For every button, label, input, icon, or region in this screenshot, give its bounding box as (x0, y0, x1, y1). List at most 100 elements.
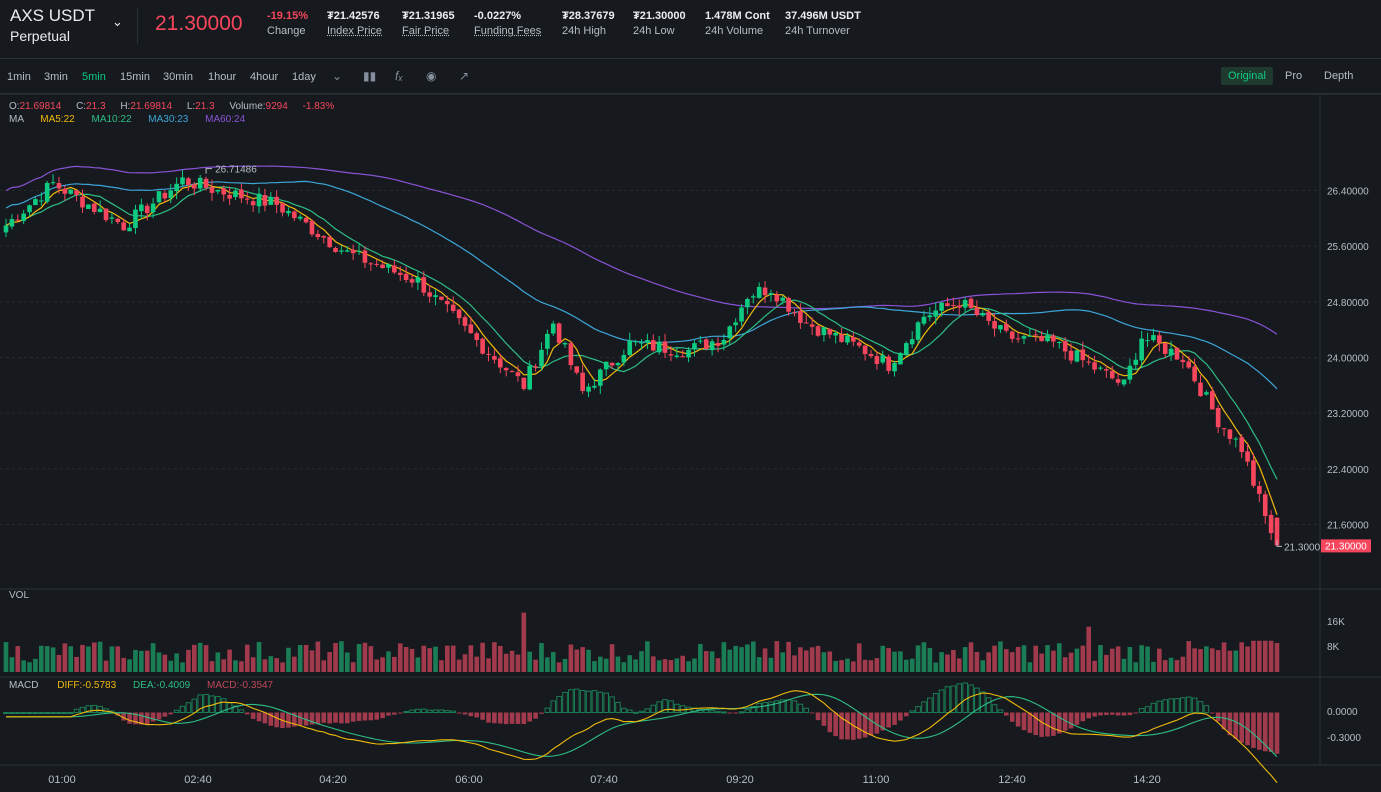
macd-bar (292, 712, 297, 727)
volume-bar (1257, 640, 1262, 672)
macd-bar (79, 706, 86, 714)
macd-bar (609, 696, 615, 713)
macd-bar (1121, 712, 1127, 716)
macd-bar (220, 698, 227, 713)
macd-bar (803, 707, 810, 714)
timeframe-3min[interactable]: 3min (44, 71, 68, 83)
volume-bar (786, 641, 791, 672)
volume-bar (1086, 626, 1092, 672)
candle-body (768, 293, 774, 295)
candles (3, 169, 1280, 546)
timeframe-30min[interactable]: 30min (163, 71, 193, 83)
macd-bar (32, 712, 39, 714)
macd-bar (444, 710, 451, 714)
candle-body (356, 250, 362, 252)
view-pro[interactable]: Pro (1285, 70, 1303, 82)
macd-bar (744, 709, 751, 714)
macd-bar (1203, 705, 1210, 713)
settings-icon[interactable]: ◉ (426, 69, 437, 83)
volume-bar (421, 645, 427, 672)
macd-bar (1109, 712, 1115, 715)
volume-bar (392, 656, 397, 672)
volume-tick: 8K (1327, 642, 1340, 653)
macd-bar (215, 696, 221, 714)
macd-bar (903, 712, 909, 717)
macd-bar (168, 712, 174, 715)
timeframe-5min[interactable]: 5min (82, 71, 106, 83)
volume-bar (380, 657, 385, 672)
candle-body (21, 213, 26, 222)
volume-bar (1274, 642, 1280, 672)
fullscreen-icon[interactable]: ↗ (459, 69, 470, 83)
timeframe-1min[interactable]: 1min (7, 71, 31, 83)
candle-body (209, 187, 215, 193)
macd-bar (515, 712, 521, 724)
candle-body (974, 307, 980, 315)
candle-body (1251, 460, 1256, 486)
macd-bar (1268, 712, 1274, 752)
candle-body (1274, 517, 1280, 546)
volume-bar (456, 659, 462, 672)
volume-bar (545, 657, 550, 672)
volume-bar (233, 660, 238, 672)
macd-bar (785, 699, 792, 714)
volume-bar (1021, 645, 1027, 672)
macd-bar (1180, 697, 1186, 713)
volume-bar (9, 657, 15, 672)
volume-bar (362, 642, 368, 672)
close-value: 21.3 (86, 101, 106, 112)
candle-body (786, 298, 791, 312)
candle-body (1186, 361, 1192, 368)
volume-bar (586, 649, 591, 672)
ma-legend: MA MA5:22 MA10:22 MA30:23 MA60:24 (9, 114, 245, 125)
volume-bar (880, 645, 886, 672)
timeframe-1day[interactable]: 1day (292, 71, 316, 83)
volume-bar (144, 650, 150, 672)
macd-bar (20, 712, 27, 714)
macd-bar (591, 690, 598, 714)
symbol-name[interactable]: AXS USDT (10, 6, 96, 25)
macd-bar (650, 704, 657, 714)
candle-body (415, 277, 421, 283)
stat-funding-fees[interactable]: -0.0227% Funding Fees (474, 10, 541, 37)
candle-body (780, 297, 786, 301)
volume-bar (751, 641, 756, 672)
view-depth[interactable]: Depth (1324, 70, 1354, 82)
stat-fair-price[interactable]: ₮21.31965 Fair Price (402, 10, 455, 37)
macd-bar (191, 698, 198, 714)
volume-bar (468, 645, 474, 672)
candle-body (951, 304, 956, 306)
candle-body (1051, 335, 1056, 342)
volume-bar (1051, 650, 1056, 672)
candle-body (103, 208, 109, 221)
candle-body (709, 341, 715, 351)
volume-bar (1157, 648, 1162, 672)
volume-bar (939, 652, 944, 672)
macd-bar (674, 703, 680, 714)
macd-bar (1138, 707, 1145, 713)
macd-bar (521, 712, 527, 725)
volume-bar (256, 642, 262, 672)
indicator-icon[interactable]: fₓ (395, 69, 403, 83)
stat-index-price[interactable]: ₮21.42576 Index Price (327, 10, 382, 37)
timeframe-4hour[interactable]: 4hour (250, 71, 279, 83)
chevron-down-icon[interactable]: ⌄ (332, 69, 343, 83)
time-tick: 01:00 (48, 774, 76, 786)
volume-bar (603, 658, 609, 672)
timeframe-15min[interactable]: 15min (120, 71, 150, 83)
macd-bar (880, 712, 886, 731)
view-original[interactable]: Original (1221, 67, 1273, 85)
volume-bar (1062, 657, 1068, 672)
chevron-down-icon[interactable]: ⌄ (112, 14, 123, 29)
volume-bar (39, 645, 44, 672)
candle-type-icon[interactable]: ▮▮ (363, 69, 377, 83)
macd-bar (350, 712, 356, 722)
candle-body (980, 313, 986, 316)
candle-body (609, 362, 615, 366)
timeframe-1hour[interactable]: 1hour (208, 71, 237, 83)
volume-bar (415, 657, 421, 672)
macd-bar (315, 712, 321, 725)
candle-body (703, 339, 709, 350)
candle-body (115, 218, 121, 223)
